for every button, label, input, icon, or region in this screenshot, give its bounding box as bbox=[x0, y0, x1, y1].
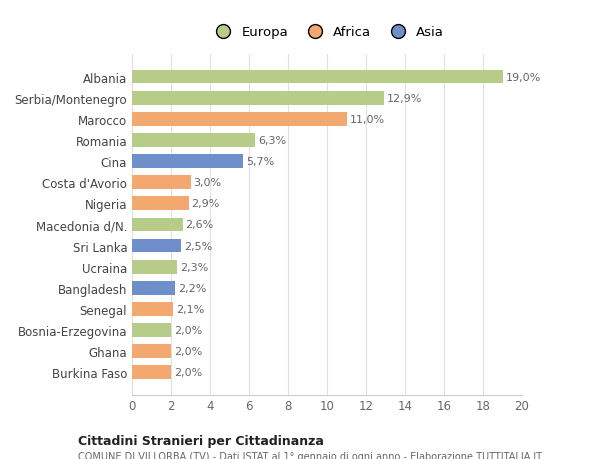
Text: 5,7%: 5,7% bbox=[246, 157, 274, 167]
Text: 11,0%: 11,0% bbox=[349, 115, 385, 124]
Text: 2,0%: 2,0% bbox=[174, 347, 202, 356]
Text: 2,3%: 2,3% bbox=[180, 262, 208, 272]
Bar bbox=[132, 239, 181, 253]
Text: 3,0%: 3,0% bbox=[193, 178, 221, 188]
Bar bbox=[132, 112, 347, 126]
Bar bbox=[132, 218, 182, 232]
Bar bbox=[132, 155, 243, 168]
Text: Cittadini Stranieri per Cittadinanza: Cittadini Stranieri per Cittadinanza bbox=[78, 434, 324, 447]
Text: 19,0%: 19,0% bbox=[505, 73, 541, 82]
Text: 12,9%: 12,9% bbox=[386, 94, 422, 103]
Bar bbox=[132, 92, 383, 105]
Text: 2,2%: 2,2% bbox=[178, 283, 206, 293]
Text: 2,0%: 2,0% bbox=[174, 325, 202, 335]
Bar bbox=[132, 324, 171, 337]
Bar bbox=[132, 260, 177, 274]
Bar bbox=[132, 281, 175, 295]
Text: COMUNE DI VILLORBA (TV) - Dati ISTAT al 1° gennaio di ogni anno - Elaborazione T: COMUNE DI VILLORBA (TV) - Dati ISTAT al … bbox=[78, 451, 542, 459]
Bar bbox=[132, 71, 503, 84]
Text: 2,9%: 2,9% bbox=[191, 199, 220, 209]
Text: 2,0%: 2,0% bbox=[174, 368, 202, 377]
Text: 6,3%: 6,3% bbox=[258, 135, 286, 146]
Bar bbox=[132, 134, 255, 147]
Bar bbox=[132, 302, 173, 316]
Legend: Europa, Africa, Asia: Europa, Africa, Asia bbox=[205, 21, 449, 45]
Bar bbox=[132, 345, 171, 358]
Text: 2,5%: 2,5% bbox=[184, 241, 212, 251]
Text: 2,6%: 2,6% bbox=[185, 220, 214, 230]
Bar bbox=[132, 366, 171, 379]
Bar bbox=[132, 176, 191, 190]
Bar bbox=[132, 197, 188, 211]
Text: 2,1%: 2,1% bbox=[176, 304, 204, 314]
